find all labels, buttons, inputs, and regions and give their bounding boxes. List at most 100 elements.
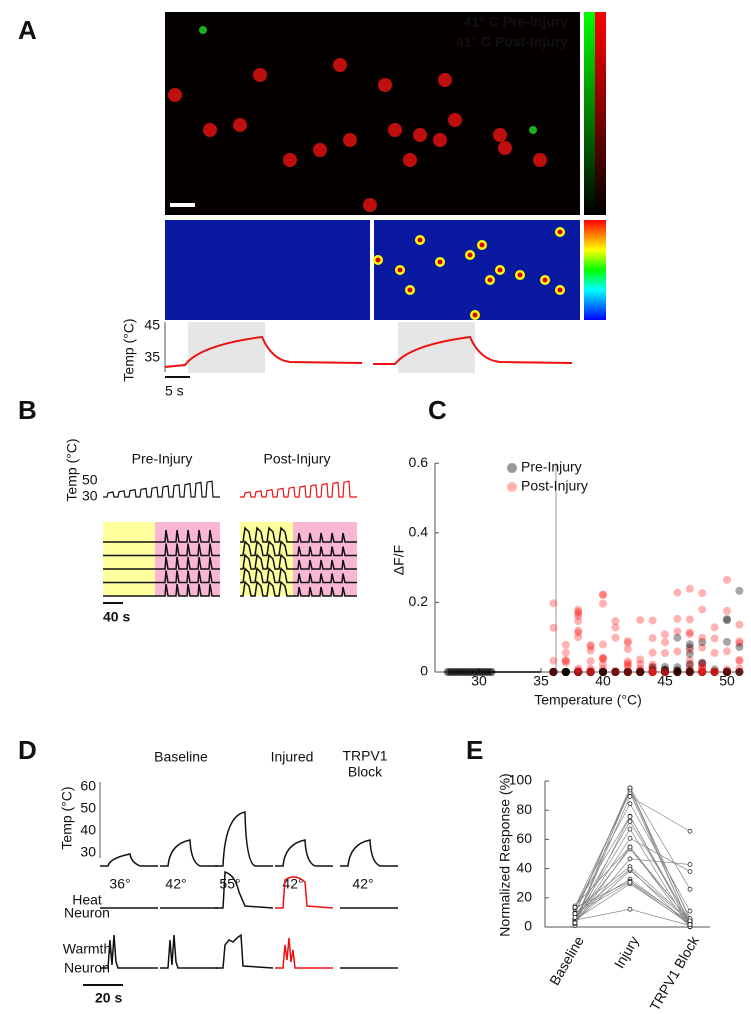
point bbox=[673, 627, 682, 636]
point bbox=[623, 638, 632, 647]
hot-cell bbox=[497, 267, 503, 273]
cell bbox=[313, 143, 327, 157]
point bbox=[561, 668, 570, 676]
point bbox=[685, 660, 694, 669]
point bbox=[710, 668, 719, 676]
stimulus-label: 42° bbox=[352, 876, 373, 892]
point bbox=[685, 643, 694, 652]
tick-label: 40 bbox=[595, 673, 611, 689]
point bbox=[623, 668, 632, 676]
point bbox=[636, 668, 645, 676]
point bbox=[549, 668, 558, 676]
point bbox=[627, 801, 633, 807]
point bbox=[673, 668, 682, 676]
point bbox=[549, 667, 558, 676]
point bbox=[636, 668, 645, 676]
point bbox=[627, 794, 633, 799]
point bbox=[627, 785, 633, 791]
colorbar bbox=[584, 12, 595, 215]
point bbox=[735, 639, 744, 648]
point bbox=[586, 668, 595, 676]
point bbox=[636, 655, 645, 664]
point bbox=[661, 666, 669, 675]
point bbox=[648, 668, 657, 676]
point bbox=[661, 668, 669, 676]
trace bbox=[100, 853, 158, 867]
point bbox=[561, 668, 570, 676]
legend-entry: Post-Injury bbox=[521, 478, 588, 494]
point bbox=[623, 668, 632, 676]
point bbox=[599, 668, 607, 676]
point bbox=[723, 668, 731, 676]
point bbox=[735, 637, 744, 646]
point bbox=[636, 668, 645, 676]
tick-label: 0.6 bbox=[409, 454, 429, 470]
point bbox=[623, 668, 632, 676]
point bbox=[561, 668, 570, 676]
point bbox=[698, 668, 707, 676]
point bbox=[735, 643, 744, 652]
point bbox=[574, 664, 583, 673]
heatmap bbox=[374, 220, 580, 320]
point bbox=[586, 668, 595, 676]
point bbox=[710, 668, 719, 676]
point bbox=[549, 668, 558, 676]
point bbox=[698, 668, 707, 676]
point bbox=[623, 668, 632, 676]
point bbox=[611, 666, 620, 675]
point bbox=[561, 668, 570, 676]
point bbox=[723, 665, 731, 674]
point bbox=[574, 626, 583, 635]
point bbox=[661, 668, 669, 676]
tick-label: 60 bbox=[516, 830, 532, 846]
point bbox=[685, 628, 694, 637]
scale-label: 40 s bbox=[103, 609, 130, 625]
point bbox=[586, 668, 595, 676]
point bbox=[599, 599, 607, 608]
tick-label: 0.4 bbox=[409, 524, 429, 540]
point bbox=[599, 660, 607, 669]
point bbox=[586, 668, 595, 676]
point bbox=[611, 668, 620, 676]
point bbox=[698, 668, 707, 676]
hot-cell bbox=[479, 242, 485, 248]
point bbox=[636, 615, 645, 624]
point bbox=[611, 668, 620, 676]
point bbox=[673, 633, 682, 642]
point bbox=[673, 647, 682, 656]
point bbox=[648, 664, 657, 673]
point bbox=[549, 623, 558, 632]
point bbox=[698, 589, 707, 598]
point bbox=[623, 668, 632, 676]
header: Block bbox=[348, 764, 383, 780]
point bbox=[611, 668, 620, 676]
point bbox=[586, 642, 595, 651]
point bbox=[698, 659, 707, 668]
point bbox=[710, 634, 719, 643]
point bbox=[574, 668, 583, 676]
point bbox=[623, 668, 632, 676]
point bbox=[627, 879, 633, 885]
point bbox=[710, 623, 719, 632]
heatmap bbox=[165, 220, 370, 320]
point bbox=[735, 656, 744, 665]
point bbox=[549, 668, 558, 676]
point bbox=[723, 575, 731, 584]
point bbox=[648, 668, 657, 676]
point bbox=[661, 668, 669, 676]
point bbox=[623, 668, 632, 676]
point bbox=[636, 668, 645, 676]
point bbox=[611, 633, 620, 642]
point bbox=[561, 648, 570, 657]
point bbox=[636, 668, 645, 676]
point bbox=[648, 668, 657, 676]
point bbox=[723, 606, 731, 615]
point bbox=[611, 617, 620, 626]
point bbox=[673, 668, 682, 676]
point bbox=[611, 668, 620, 676]
colorbar bbox=[584, 220, 606, 320]
point bbox=[627, 856, 633, 862]
point bbox=[648, 667, 657, 676]
point bbox=[561, 668, 570, 676]
point bbox=[611, 668, 620, 676]
